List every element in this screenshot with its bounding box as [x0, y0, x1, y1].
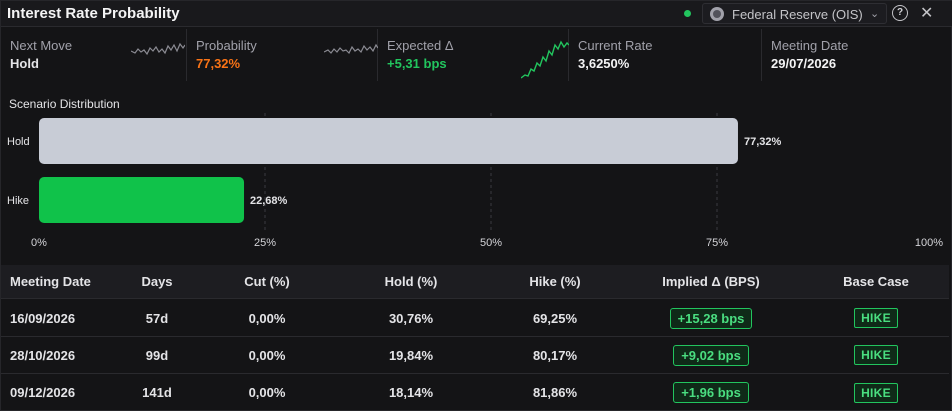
metric-card-next-move: Next Move Hold — [1, 29, 187, 81]
metric-cards: Next Move Hold Probability 77,32% Expect… — [1, 29, 952, 81]
table-row[interactable]: 16/09/2026 57d 0,00% 30,76% 69,25% +15,2… — [1, 300, 949, 337]
sparkline-icon — [131, 42, 185, 56]
fed-seal-icon — [710, 7, 724, 21]
implied-cell: +15,28 bps — [641, 300, 781, 336]
metric-value: Hold — [10, 56, 39, 71]
scenario-chart: Scenario Distribution 0% 25% 50% 75% 100% Hol… — [1, 93, 952, 253]
table-row[interactable]: 28/10/2026 99d 0,00% 19,84% 80,17% +9,02… — [1, 337, 949, 374]
base-case-cell: HIKE — [811, 337, 941, 373]
hike-cell: 81,86% — [532, 385, 578, 400]
meeting-date-cell: 16/09/2026 — [10, 310, 76, 326]
base-case-badge: HIKE — [854, 382, 898, 403]
metric-value: 3,6250% — [578, 56, 630, 71]
column-header: Meeting Date — [10, 274, 91, 289]
cut-cell: 0,00% — [248, 347, 286, 363]
days-cell: 141d — [142, 385, 172, 400]
metric-card-expected-delta: Expected Δ +5,31 bps — [378, 29, 569, 81]
column-header: Hold (%) — [384, 274, 438, 289]
data-label: 22,68% — [250, 195, 288, 207]
chevron-down-icon: ⌄ — [870, 8, 880, 20]
close-icon[interactable]: ✕ — [920, 5, 934, 22]
hike-cell: 69,25% — [532, 310, 578, 326]
hike-cell: 80,17% — [532, 347, 578, 363]
hold-cell: 18,14% — [388, 385, 434, 400]
cut-cell: 0,00% — [248, 385, 286, 400]
metric-value: +5,31 bps — [387, 56, 447, 71]
x-tick-label: 100% — [915, 237, 943, 249]
hold-cell: 30,76% — [388, 310, 434, 326]
implied-cell: +1,96 bps — [641, 374, 781, 411]
sparkline-icon — [324, 43, 378, 55]
table-row[interactable]: 09/12/2026 141d 0,00% 18,14% 81,86% +1,9… — [1, 374, 949, 411]
x-tick-label: 50% — [480, 237, 502, 249]
data-label: 77,32% — [744, 136, 782, 148]
bar-hold — [39, 118, 738, 164]
meeting-date-cell: 28/10/2026 — [10, 347, 76, 363]
days-cell: 99d — [145, 347, 169, 363]
base-case-badge: HIKE — [854, 345, 898, 365]
x-tick-label: 75% — [706, 237, 728, 249]
column-header: Days — [141, 274, 173, 289]
panel-header: Interest Rate Probability Federal Reserv… — [1, 1, 952, 27]
bar-hike — [39, 177, 245, 223]
sparkline-icon — [521, 40, 569, 79]
metric-card-current-rate: Current Rate 3,6250% — [569, 29, 762, 81]
source-select[interactable]: Federal Reserve (OIS) ⌄ — [702, 3, 887, 24]
column-header: Base Case — [843, 274, 909, 289]
implied-cell: +9,02 bps — [641, 337, 781, 373]
implied-delta-pill: +9,02 bps — [673, 344, 749, 366]
chart-title: Scenario Distribution — [9, 97, 120, 111]
status-dot-icon — [684, 10, 691, 17]
x-tick-label: 0% — [31, 237, 47, 249]
metric-label: Current Rate — [578, 38, 653, 53]
meeting-date-cell: 09/12/2026 — [10, 385, 76, 400]
column-header: Cut (%) — [244, 274, 290, 289]
scenario-bar-chart: 0% 25% 50% 75% 100% Hold 77,32% Hike 22,68% — [7, 113, 943, 249]
hold-cell: 19,84% — [388, 347, 434, 363]
base-case-cell: HIKE — [811, 300, 941, 336]
base-case-cell: HIKE — [811, 374, 941, 411]
implied-delta-pill: +15,28 bps — [669, 307, 753, 329]
implied-delta-pill: +1,96 bps — [673, 382, 749, 403]
table-header-row: Meeting Date Days Cut (%) Hold (%) Hike … — [1, 265, 949, 299]
help-icon[interactable]: ? — [892, 5, 908, 21]
column-header: Implied Δ (BPS) — [662, 274, 760, 289]
panel-title: Interest Rate Probability — [7, 5, 180, 22]
cut-cell: 0,00% — [248, 310, 286, 326]
metric-value: 77,32% — [196, 56, 241, 71]
metric-value: 29/07/2026 — [771, 56, 837, 71]
metric-label: Meeting Date — [771, 38, 849, 53]
base-case-badge: HIKE — [854, 308, 898, 328]
x-tick-label: 25% — [254, 237, 276, 249]
metric-label: Expected Δ — [387, 38, 454, 53]
source-select-label: Federal Reserve (OIS) — [732, 7, 863, 22]
metric-label: Next Move — [10, 38, 73, 53]
category-label: Hike — [7, 195, 29, 207]
column-header: Hike (%) — [529, 274, 581, 289]
metric-card-meeting-date: Meeting Date 29/07/2026 — [762, 29, 952, 81]
days-cell: 57d — [145, 310, 169, 326]
metric-label: Probability — [196, 38, 257, 53]
metric-card-probability: Probability 77,32% — [187, 29, 378, 81]
category-label: Hold — [7, 136, 30, 148]
